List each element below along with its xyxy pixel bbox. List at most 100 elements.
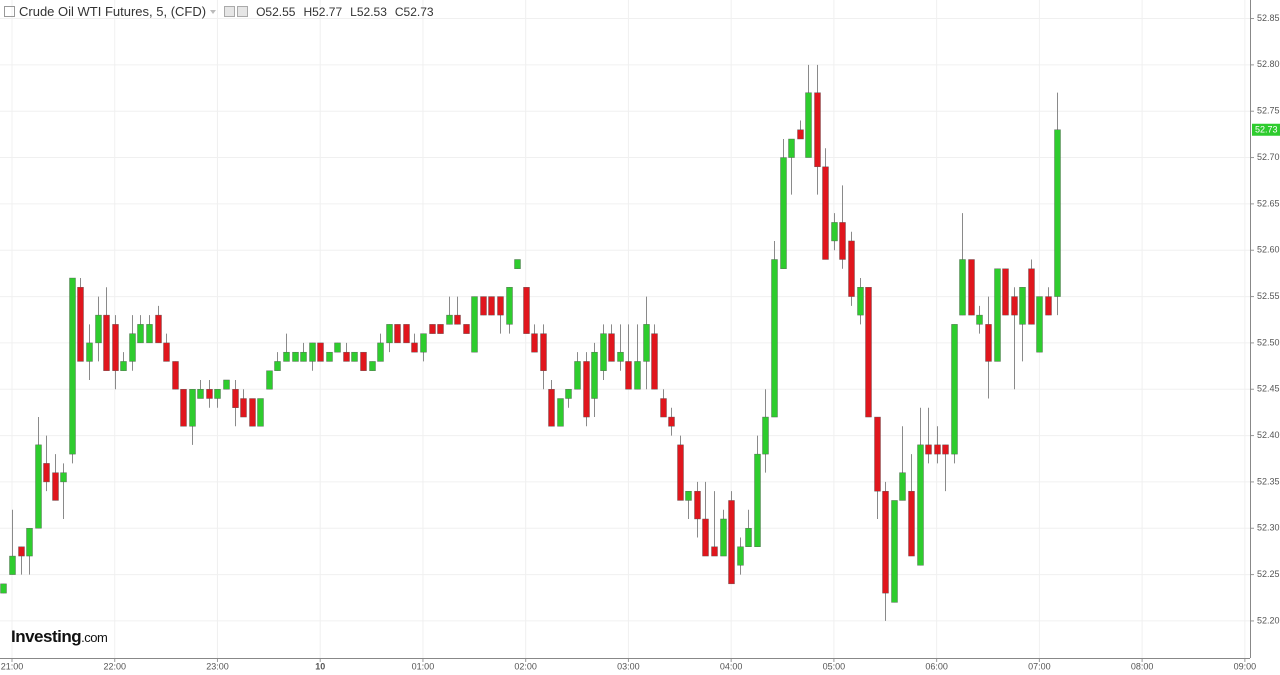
candle-body — [180, 389, 187, 427]
candle-body — [685, 490, 692, 501]
candle-body — [437, 324, 444, 334]
candle-body — [77, 287, 84, 362]
x-tick-label: 21:00 — [1, 661, 24, 671]
candle-body — [35, 444, 42, 529]
candle-body — [728, 500, 735, 585]
candle-body — [112, 324, 119, 371]
y-tick-label: 52.40 — [1257, 430, 1280, 440]
candle-body — [976, 314, 983, 325]
candle-body — [394, 324, 401, 344]
candle-body — [865, 287, 872, 418]
candle-body — [86, 342, 93, 362]
settings-icon[interactable] — [224, 6, 236, 17]
candle-body — [274, 361, 281, 371]
candle-body — [377, 342, 384, 362]
header: Crude Oil WTI Futures, 5, (CFD) O52.55 H52… — [4, 4, 434, 19]
candle-body — [454, 314, 461, 325]
candle-body — [762, 416, 769, 455]
candle-body — [891, 500, 898, 603]
candle-body — [1054, 129, 1061, 297]
watermark: Investing.com — [11, 627, 108, 647]
candle-body — [300, 351, 307, 362]
y-tick-label: 52.25 — [1257, 569, 1280, 579]
candle-body — [702, 518, 709, 557]
candle-body — [951, 324, 958, 455]
candle-body — [52, 472, 59, 501]
candle-body — [531, 333, 538, 353]
readout-label: C — [394, 5, 404, 19]
candle-body — [805, 92, 812, 158]
candle-body — [711, 546, 718, 557]
candle-body — [429, 324, 436, 334]
candle-body — [343, 351, 350, 362]
candle-body — [814, 92, 821, 168]
candles — [0, 64, 1061, 621]
candle-body — [994, 268, 1001, 362]
readout-value: 52.53 — [356, 5, 387, 19]
candle-body — [668, 416, 675, 427]
candle-body — [283, 351, 290, 362]
candle-body — [574, 361, 581, 390]
candle-body — [591, 351, 598, 399]
x-tick-label: 22:00 — [103, 661, 126, 671]
candle-body — [857, 287, 864, 316]
candle-body — [69, 277, 76, 455]
x-tick-label: 05:00 — [823, 661, 846, 671]
candle-body — [463, 324, 470, 334]
close-icon[interactable] — [237, 6, 249, 17]
candle-body — [317, 342, 324, 362]
candle-body — [942, 444, 949, 455]
candle-body — [771, 259, 778, 418]
candle-body — [677, 444, 684, 501]
candle-body — [1036, 296, 1043, 353]
chart-title: Crude Oil WTI Futures, 5, (CFD) — [19, 4, 207, 19]
candle-body — [266, 370, 273, 390]
candle-body — [497, 296, 504, 316]
candle-body — [249, 398, 256, 427]
candle-body — [540, 333, 547, 371]
candle-body — [26, 528, 33, 557]
candle-body — [223, 379, 230, 390]
candle-body — [985, 324, 992, 362]
x-tick-label: 06:00 — [925, 661, 948, 671]
candle-body — [232, 389, 239, 408]
candle-body — [583, 361, 590, 418]
y-tick-label: 52.35 — [1257, 476, 1280, 486]
candle-body — [386, 324, 393, 344]
x-tick-label: 10 — [315, 661, 325, 671]
candle-body — [797, 129, 804, 140]
y-tick-label: 52.60 — [1257, 245, 1280, 255]
candle-body — [822, 166, 829, 260]
candle-body — [780, 157, 787, 269]
x-tick-label: 09:00 — [1234, 661, 1257, 671]
candle-body — [326, 351, 333, 362]
candle-body — [899, 472, 906, 501]
logo-name: Investing — [11, 627, 82, 646]
candle-body — [43, 463, 50, 483]
candle-body — [1011, 296, 1018, 316]
candle-body — [720, 518, 727, 557]
y-tick-label: 52.20 — [1257, 615, 1280, 625]
readout-label: O — [256, 5, 266, 19]
candle-body — [874, 416, 881, 492]
candle-body — [925, 444, 932, 455]
candle-body — [155, 314, 162, 344]
candle-body — [506, 287, 513, 325]
y-tick-label: 52.30 — [1257, 523, 1280, 533]
candle-body — [617, 351, 624, 362]
candle-body — [446, 314, 453, 325]
candle-body — [917, 444, 924, 566]
candle-body — [129, 333, 136, 362]
candle-body — [934, 444, 941, 455]
dropdown-arrow[interactable] — [210, 9, 217, 14]
candle-body — [197, 389, 204, 399]
candle-body — [18, 546, 25, 557]
candle-body — [608, 333, 615, 362]
candle-body — [9, 555, 16, 575]
candle-body — [694, 490, 701, 520]
collapse-icon[interactable] — [4, 6, 15, 17]
y-tick-label: 52.75 — [1257, 106, 1280, 116]
candle-body — [0, 583, 7, 594]
x-tick-label: 07:00 — [1028, 661, 1051, 671]
last-price-label: 52.73 — [1255, 125, 1278, 135]
